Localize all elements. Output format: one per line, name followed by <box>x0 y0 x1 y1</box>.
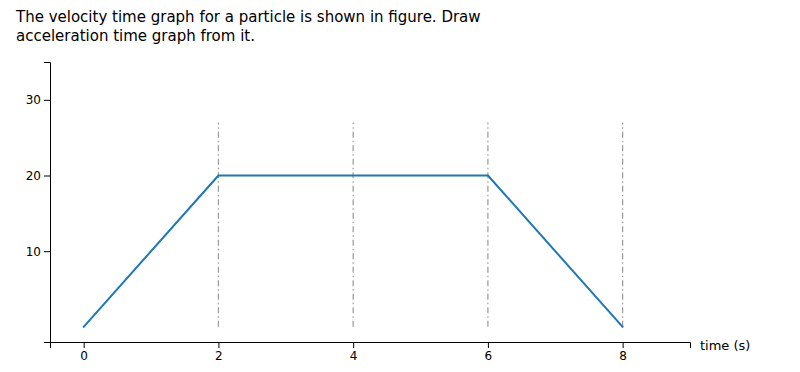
tick: 2 <box>215 342 223 363</box>
tick-mark <box>84 342 85 348</box>
x-axis: 0 2 4 6 8 <box>51 342 691 363</box>
data-layer <box>84 123 623 327</box>
axis-line <box>51 343 691 349</box>
tick: 6 <box>485 342 493 363</box>
reference-line <box>622 123 623 327</box>
reference-line <box>218 123 219 327</box>
tick-mark <box>488 342 489 348</box>
x-axis-label: time (s) <box>700 338 750 353</box>
tick-mark <box>44 100 50 101</box>
tick: 20 <box>26 169 50 183</box>
tick-mark <box>623 342 624 348</box>
tick-label: 4 <box>350 349 358 363</box>
tick-mark <box>353 342 354 348</box>
title-line: acceleration time graph from it. <box>16 27 255 45</box>
tick-mark <box>218 342 219 348</box>
tick-label: 8 <box>619 349 627 363</box>
line <box>84 176 623 327</box>
y-axis: 10 20 30 <box>26 63 51 343</box>
tick-label: 6 <box>485 349 493 363</box>
reference-line <box>487 123 488 327</box>
tick-mark <box>44 176 50 177</box>
tick: 8 <box>619 342 627 363</box>
title: The velocity time graph for a particle i… <box>15 8 481 45</box>
tick-label: 10 <box>26 245 41 259</box>
tick-label: 20 <box>26 169 41 183</box>
tick: 4 <box>350 342 358 363</box>
tick-label: 0 <box>80 349 88 363</box>
tick-mark <box>44 251 50 252</box>
axis-line <box>44 63 51 343</box>
title-line: The velocity time graph for a particle i… <box>15 8 481 26</box>
tick: 30 <box>26 93 50 107</box>
chart: The velocity time graph for a particle i… <box>0 0 800 372</box>
tick: 10 <box>26 245 50 259</box>
tick-label: 2 <box>215 349 223 363</box>
tick-label: 30 <box>26 93 41 107</box>
reference-line <box>353 123 354 327</box>
plot: 0 2 4 6 8 10 20 30 time (s) <box>26 63 751 363</box>
tick: 0 <box>80 342 88 363</box>
